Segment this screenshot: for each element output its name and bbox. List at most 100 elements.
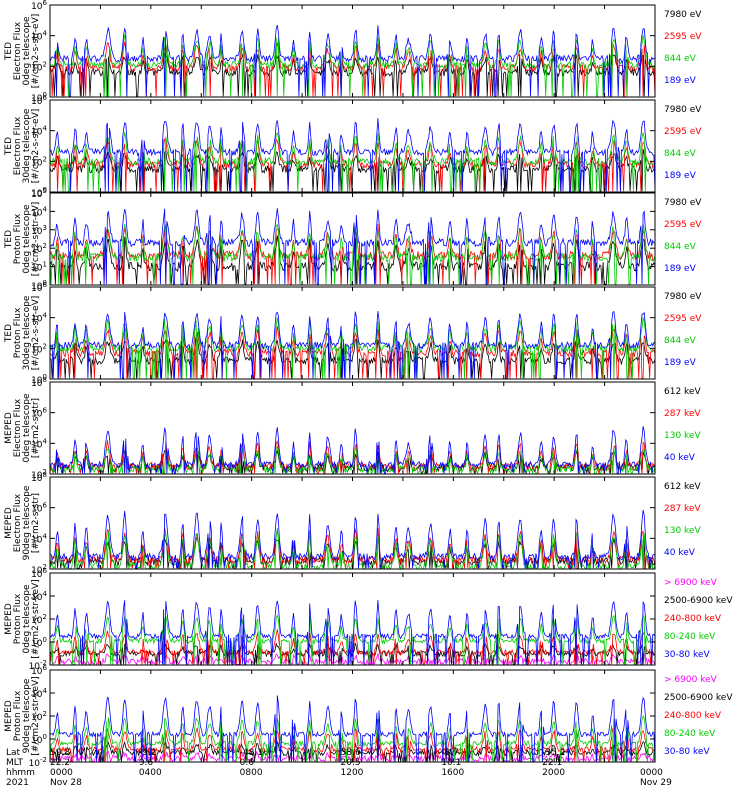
y-tick-label: 100 [31,279,47,292]
series-line-5 [49,600,656,665]
y-axis-label-line: Electron Flux [13,116,23,175]
y-tick-label: 102 [31,342,47,355]
y-tick-label: 104 [31,30,47,43]
y-tick-label: 102 [31,155,47,168]
y-axis-label-line: 30deg telescope [22,108,32,183]
y-tick-label: 106 [31,281,47,294]
axis-column-value: 0.6 [240,758,255,768]
y-axis-label-line: MEPED [4,603,14,635]
series-line-1 [49,149,656,192]
y-axis-label-line: MEPED [4,507,14,539]
legend-label: 130 keV [664,431,701,441]
y-tick-label: 10-2 [29,756,47,769]
y-axis-label-line: [#/cm2-s-str-keV] [31,579,41,658]
legend-label: 30-80 keV [664,747,710,757]
legend-label: 189 eV [664,264,697,274]
y-axis-label-line: [#/cm2-s-str-keV] [31,676,41,755]
y-tick-label: 106 [31,664,47,677]
legend-label: 7980 eV [664,198,702,208]
plot-area [49,24,656,97]
y-axis-label-line: Electron Flux [13,21,23,80]
legend-label: 844 eV [664,336,697,346]
series-line-4 [49,24,656,97]
y-tick-label: 100 [31,186,47,199]
y-axis-label-line: Electron Flux [13,493,23,552]
legend-label: 189 eV [664,171,697,181]
axis-column-value: -48.1 [240,748,263,758]
y-tick-label: 102 [31,60,47,73]
series-line-2 [49,527,656,569]
legend-label: 40 keV [664,548,696,558]
axis-column-value: 22.1 [542,758,562,768]
series-line-2 [49,223,656,285]
legend-label: 2595 eV [664,314,702,324]
plot-area [49,600,656,666]
y-axis-label-line: [#/cm2-s-str-eV] [31,14,41,89]
axis-row-label: hhmm [6,768,35,778]
legend-label: 2500-6900 keV [664,693,733,703]
axis-column-value: 1600 [441,768,464,778]
legend-label: 287 keV [664,409,701,419]
plot-area [49,426,656,475]
y-axis-label-line: [#/cm2-s-str-eV] [31,296,41,371]
axis-column-value: 59.8 [50,748,70,758]
legend-label: 189 eV [664,358,697,368]
legend-label: 844 eV [664,149,697,159]
series-line-4 [49,714,656,762]
series-line-4 [49,118,656,192]
y-axis-label-line: Proton Flux [13,690,23,741]
y-tick-label: 100 [31,733,47,746]
axis-column-value: -8.7 [441,748,459,758]
legend-label: 844 eV [664,242,697,252]
series-line-4 [49,208,656,285]
panel-8: 10-2 100 102 104 106 MEPED Proton Flux 90deg te… [4,664,733,769]
y-axis-label-line: MEPED [4,700,14,732]
series-line-3 [49,317,656,379]
y-axis-label-line: 0deg telescope [22,204,32,274]
legend-label: 240-800 keV [664,711,722,721]
y-tick-label: 105 [31,187,47,200]
axis-column-value: -35.2 [542,748,565,758]
series-line-3 [49,223,656,285]
legend-label: 40 keV [664,453,696,463]
axis-row-label: Lat [6,748,21,758]
plot-area [49,310,656,379]
y-tick-label: 100 [31,91,47,104]
legend-label: 2595 eV [664,32,702,42]
y-axis-label-line: Proton Flux [13,307,23,358]
panel-5: 102 104 106 108 MEPED Electron Flux 0deg teles… [4,376,701,481]
legend-label: 189 eV [664,76,697,86]
y-axis-label-line: MEPED [4,412,14,444]
y-tick-label: 104 [31,312,47,325]
y-axis-label-line: [#/cm2-s-str] [31,398,41,458]
axis-column-value: 1200 [341,768,364,778]
y-axis-label-line: TED [4,230,14,249]
legend-label: 287 keV [664,504,701,514]
series-line-4 [49,509,656,569]
series-line-4 [49,310,656,379]
y-tick-label: 104 [31,437,47,450]
y-tick-label: 104 [31,205,47,218]
y-axis-label-line: 90deg telescope [22,678,32,753]
axis-row-label: MLT [6,758,24,768]
y-axis-label-line: 0deg telescope [22,393,32,463]
y-axis-label-line: Proton Flux [13,593,23,644]
axis-column-value: 9.6 [139,758,154,768]
y-tick-label: 106 [31,407,47,420]
legend-label: 240-800 keV [664,614,722,624]
series-line-1 [49,52,656,97]
y-tick-label: 104 [31,532,47,545]
axis-column-value: Nov 29 [640,778,672,788]
legend-label: 2595 eV [664,220,702,230]
y-tick-label: 104 [31,590,47,603]
y-tick-label: 10-2 [29,659,47,672]
y-axis-label-line: Proton Flux [13,213,23,264]
y-tick-label: 104 [31,687,47,700]
y-axis-label-line: 30deg telescope [22,295,32,370]
legend-label: 7980 eV [664,10,702,20]
panel-1: 100 102 104 106 TED Electron Flux 0deg telesco… [4,0,702,104]
axis-row-label: 2021 [6,778,29,788]
y-tick-label: 108 [31,471,47,484]
